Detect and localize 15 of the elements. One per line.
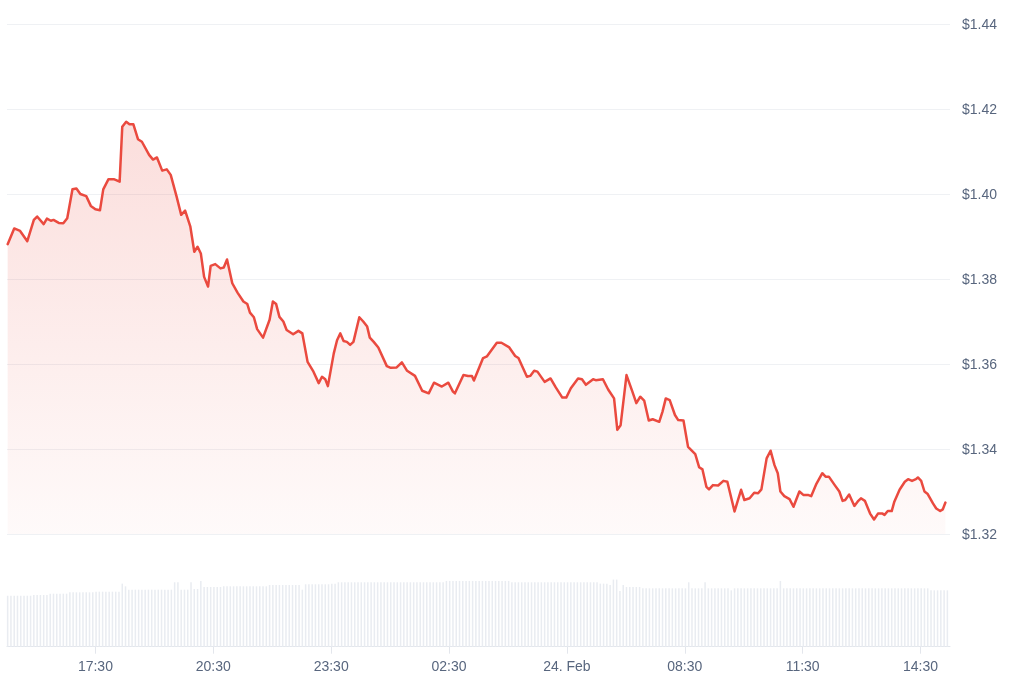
x-tick-label: 14:30	[903, 657, 939, 673]
y-tick-label: $1.34	[962, 441, 998, 457]
y-tick-label: $1.44	[962, 16, 998, 32]
x-tick-label: 23:30	[313, 657, 349, 673]
x-tick-label: 24. Feb	[543, 657, 591, 673]
x-tick-label: 08:30	[667, 657, 703, 673]
y-tick-label: $1.42	[962, 101, 998, 117]
x-tick-label: 11:30	[785, 657, 820, 673]
y-tick-label: $1.38	[962, 271, 998, 287]
x-tick-label: 17:30	[77, 657, 114, 673]
y-tick-label: $1.40	[962, 186, 998, 202]
x-tick-label: 02:30	[431, 657, 467, 673]
y-tick-label: $1.32	[962, 526, 998, 542]
x-tick-label: 20:30	[195, 657, 232, 673]
y-tick-label: $1.36	[962, 356, 998, 372]
